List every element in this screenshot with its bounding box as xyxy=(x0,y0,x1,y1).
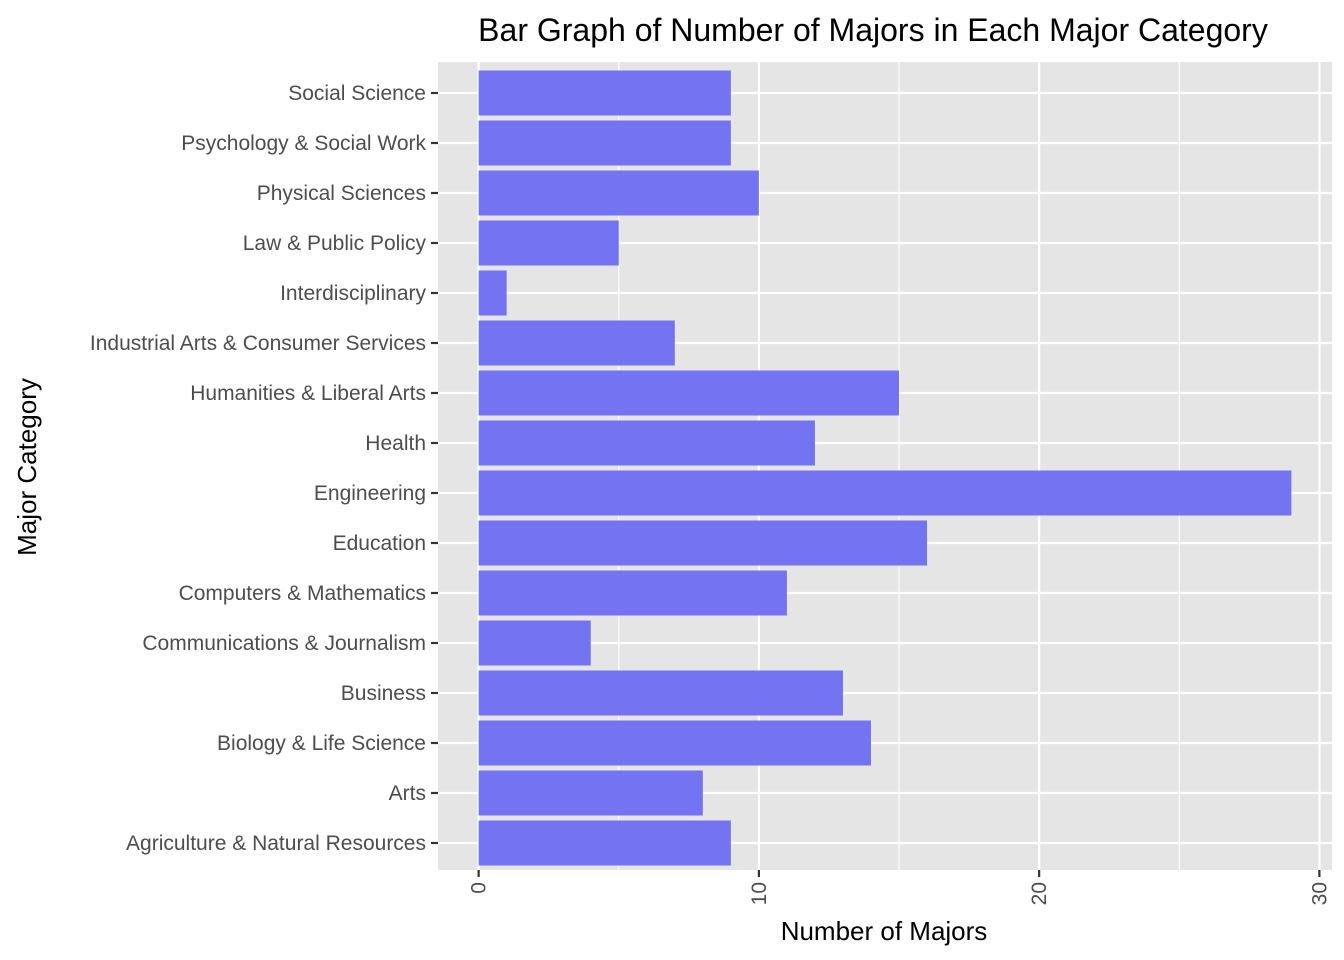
y-tick-label: Business xyxy=(341,682,426,705)
bar xyxy=(478,520,928,566)
bar xyxy=(478,470,1292,516)
y-tick-label: Physical Sciences xyxy=(257,182,426,205)
bar xyxy=(478,270,507,316)
y-tick-label: Engineering xyxy=(314,482,426,505)
y-tick-label: Computers & Mathematics xyxy=(179,582,426,605)
bar xyxy=(478,70,731,116)
bars xyxy=(478,70,1292,866)
bar xyxy=(478,320,675,366)
y-axis: Agriculture & Natural Resources Arts Biolo… xyxy=(90,82,438,855)
y-tick-label: Agriculture & Natural Resources xyxy=(126,832,426,855)
bar xyxy=(478,820,731,866)
bar xyxy=(478,220,619,266)
bar xyxy=(478,370,900,416)
x-axis-title: Number of Majors xyxy=(781,916,988,946)
bar xyxy=(478,720,871,766)
x-tick-label: 20 xyxy=(1028,882,1051,905)
y-tick-label: Law & Public Policy xyxy=(243,232,427,255)
y-tick-label: Arts xyxy=(389,782,426,805)
bar xyxy=(478,770,703,816)
y-tick-label: Communications & Journalism xyxy=(142,632,426,655)
chart-title: Bar Graph of Number of Majors in Each Ma… xyxy=(478,12,1268,48)
y-tick-label: Interdisciplinary xyxy=(280,282,426,305)
y-tick-label: Industrial Arts & Consumer Services xyxy=(90,332,426,355)
bar xyxy=(478,570,787,616)
bar xyxy=(478,120,731,166)
x-tick-label: 0 xyxy=(468,882,491,894)
x-axis: 0 10 20 30 xyxy=(468,870,1331,905)
y-tick-label: Psychology & Social Work xyxy=(181,132,426,155)
bar xyxy=(478,670,843,716)
y-tick-label: Biology & Life Science xyxy=(217,732,426,755)
y-tick-label: Health xyxy=(365,432,426,455)
y-tick-label: Humanities & Liberal Arts xyxy=(190,382,426,405)
y-tick-label: Social Science xyxy=(288,82,426,105)
y-axis-title: Major Category xyxy=(12,378,42,556)
x-tick-label: 30 xyxy=(1308,882,1331,905)
x-tick-label: 10 xyxy=(748,882,771,905)
bar xyxy=(478,620,591,666)
y-tick-label: Education xyxy=(333,532,426,555)
bar xyxy=(478,420,815,466)
bar xyxy=(478,170,759,216)
